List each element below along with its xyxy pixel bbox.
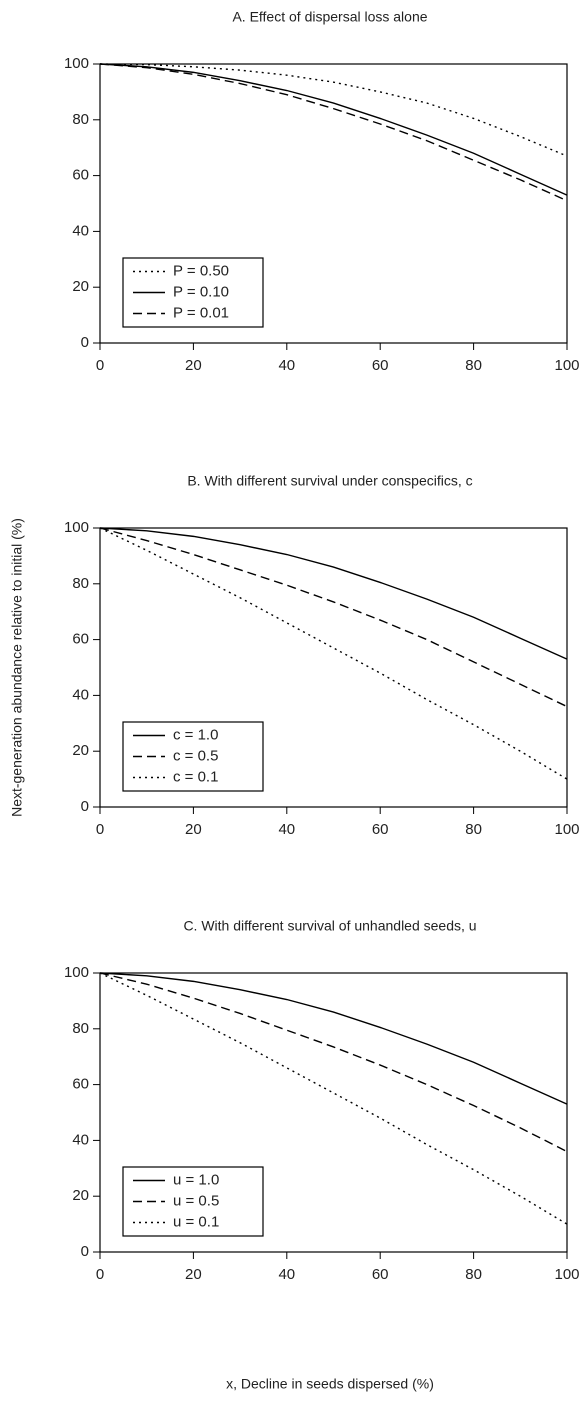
line <box>99 63 568 196</box>
y-tick-label: 60 <box>72 167 89 184</box>
x-tick-label: 40 <box>278 1266 295 1283</box>
y-tick-label: 0 <box>81 798 89 815</box>
plot-frame <box>99 63 568 344</box>
chart-title: B. With different survival under conspec… <box>187 473 472 489</box>
x-tick-label: 80 <box>465 357 482 374</box>
plot-frame <box>99 527 568 808</box>
line <box>99 972 568 1153</box>
x-tick-label: 60 <box>372 821 389 838</box>
line <box>99 972 568 1105</box>
line <box>99 527 568 708</box>
legend-label: P = 0.10 <box>173 283 229 300</box>
line <box>99 527 568 660</box>
chart-title: C. With different survival of unhandled … <box>183 918 476 934</box>
y-tick-label: 60 <box>72 1076 89 1093</box>
legend-label: c = 0.5 <box>173 747 218 764</box>
legend-label: c = 0.1 <box>173 768 218 785</box>
x-tick-label: 100 <box>554 1266 579 1283</box>
legend-label: u = 0.1 <box>173 1213 219 1230</box>
y-tick-label: 40 <box>72 686 89 703</box>
legend-label: u = 1.0 <box>173 1171 219 1188</box>
plot-frame <box>99 972 568 1253</box>
y-tick-label: 20 <box>72 742 89 759</box>
y-tick-label: 20 <box>72 278 89 295</box>
y-axis-label: Next-generation abundance relative to in… <box>9 518 25 817</box>
x-tick-label: 80 <box>465 1266 482 1283</box>
y-tick-label: 100 <box>64 519 89 536</box>
y-tick-label: 40 <box>72 222 89 239</box>
x-tick-label: 100 <box>554 821 579 838</box>
y-tick-label: 0 <box>81 1243 89 1260</box>
y-tick-label: 80 <box>72 111 89 128</box>
y-tick-label: 100 <box>64 55 89 72</box>
x-tick-label: 100 <box>554 357 579 374</box>
legend-box <box>122 1166 264 1237</box>
x-tick-label: 20 <box>185 821 202 838</box>
y-tick-label: 60 <box>72 631 89 648</box>
legend-label: P = 0.50 <box>173 262 229 279</box>
y-tick-label: 20 <box>72 1187 89 1204</box>
y-tick-label: 100 <box>64 964 89 981</box>
y-tick-label: 80 <box>72 1020 89 1037</box>
y-tick-label: 80 <box>72 575 89 592</box>
legend-label: P = 0.01 <box>173 304 229 321</box>
x-tick-label: 60 <box>372 357 389 374</box>
y-tick-label: 40 <box>72 1131 89 1148</box>
chart-title: A. Effect of dispersal loss alone <box>232 9 427 25</box>
line <box>99 63 568 157</box>
x-tick-label: 0 <box>96 821 104 838</box>
x-tick-label: 20 <box>185 1266 202 1283</box>
legend-label: u = 0.5 <box>173 1192 219 1209</box>
line <box>99 63 568 202</box>
x-tick-label: 0 <box>96 1266 104 1283</box>
x-tick-label: 80 <box>465 821 482 838</box>
x-tick-label: 40 <box>278 821 295 838</box>
x-tick-label: 40 <box>278 357 295 374</box>
x-tick-label: 60 <box>372 1266 389 1283</box>
x-tick-label: 0 <box>96 357 104 374</box>
x-tick-label: 20 <box>185 357 202 374</box>
x-axis-label: x, Decline in seeds dispersed (%) <box>226 1376 434 1392</box>
legend-label: c = 1.0 <box>173 726 218 743</box>
legend-box <box>122 721 264 792</box>
y-tick-label: 0 <box>81 334 89 351</box>
